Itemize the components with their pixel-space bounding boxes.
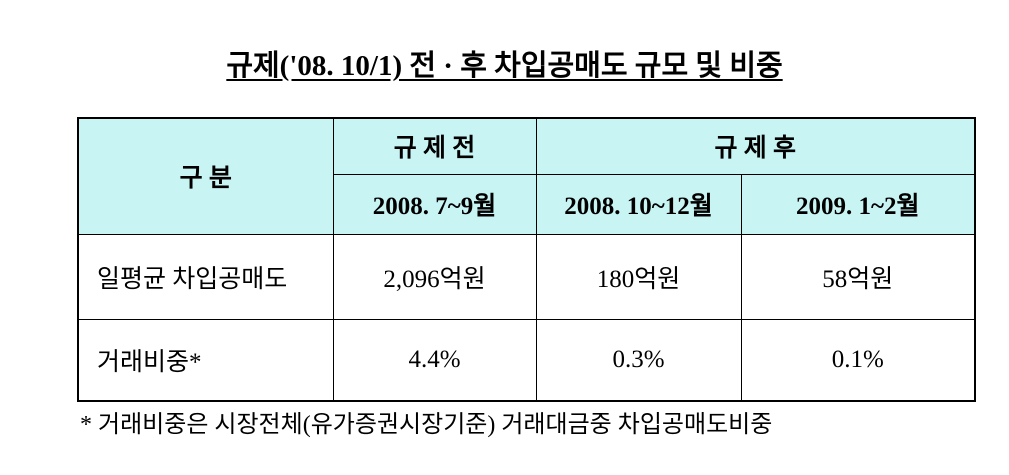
header-cell: 구 분: [77, 117, 334, 235]
title: 규제('08. 10/1) 전 · 후 차입공매도 규모 및 비중: [0, 42, 1009, 84]
cell: 0.3%: [535, 318, 742, 402]
row-label: 거래비중*: [77, 318, 334, 402]
cell: 180억원: [535, 233, 742, 320]
header-row: 구 분 규 제 전 규 제 후: [77, 117, 976, 235]
header-cell: 2008. 10~12월: [535, 173, 742, 235]
cell: 2,096억원: [332, 233, 537, 320]
footnote: * 거래비중은 시장전체(유가증권시장기준) 거래대금중 차입공매도비중: [80, 412, 773, 438]
header-row: 2008. 7~9월 2008. 10~12월 2009. 1~2월: [78, 173, 976, 235]
header-cell: 규 제 후: [535, 117, 976, 175]
row-label: 일평균 차입공매도: [77, 233, 334, 320]
header-cell: 2008. 7~9월: [332, 173, 537, 235]
header-cell: 규 제 전: [332, 117, 537, 175]
cell: 0.1%: [740, 318, 976, 402]
title-text: 규제('08. 10/1) 전 · 후 차입공매도 규모 및 비중: [226, 50, 783, 82]
cell: 58억원: [740, 233, 976, 320]
header-cell: 2009. 1~2월: [740, 173, 976, 235]
cell: 4.4%: [332, 318, 537, 402]
table-row: 일평균 차입공매도 2,096억원 180억원 58억원: [77, 233, 976, 320]
table-row: 거래비중* 4.4% 0.3% 0.1%: [77, 318, 976, 402]
table: 구 분 규 제 전 규 제 후 2008. 7~9월 2008. 10~12월 …: [77, 117, 976, 402]
